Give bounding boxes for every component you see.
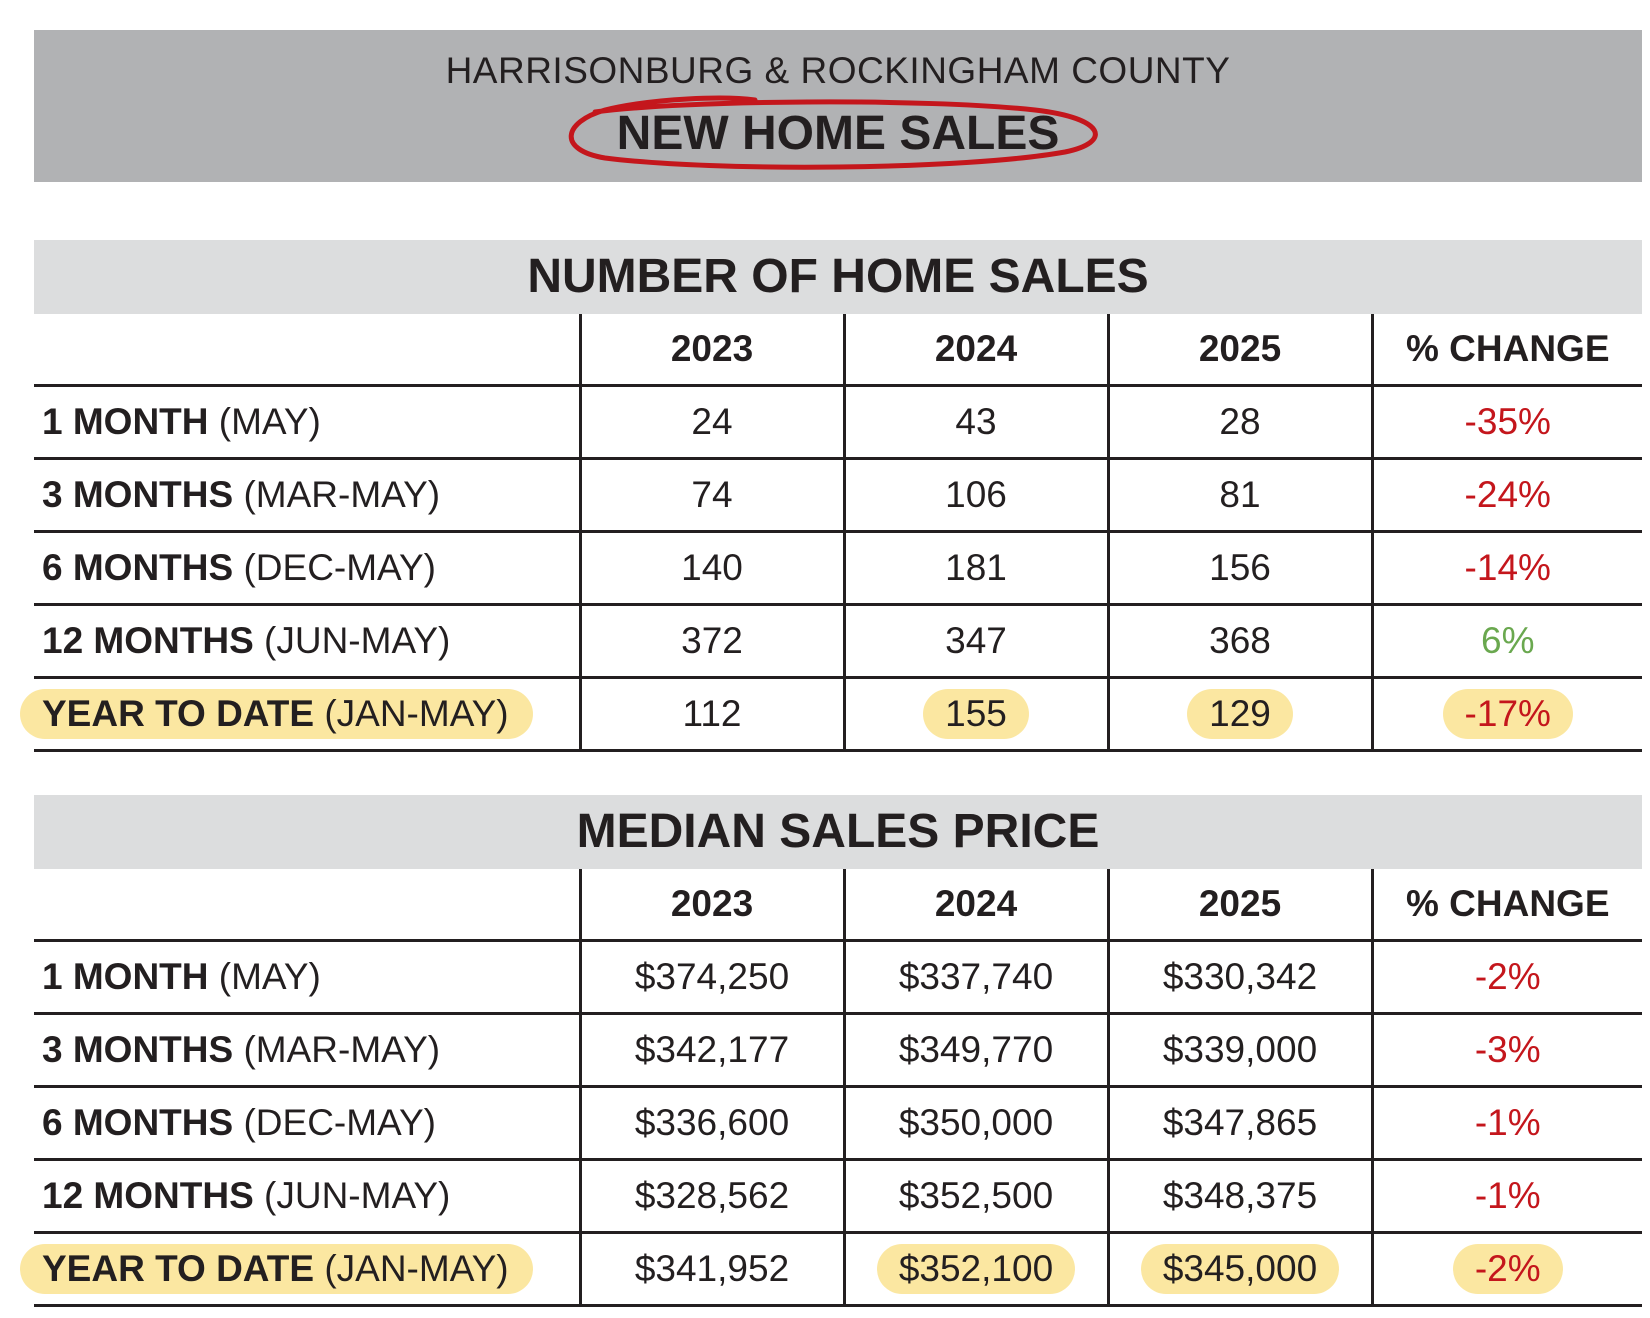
row-label: 6 MONTHS (DEC-MAY) (42, 1102, 436, 1143)
value-cell: $339,000 (1106, 1013, 1372, 1087)
value-cell: 155 (842, 677, 1108, 751)
column-header: 2024 (842, 869, 1108, 941)
value-cell: $328,562 (578, 1159, 844, 1233)
row-label: 6 MONTHS (DEC-MAY) (42, 547, 436, 588)
value-cell: $336,600 (578, 1086, 844, 1160)
table-row: 6 MONTHS (DEC-MAY) 140 181 156 -14% (34, 531, 1642, 605)
section-title: NUMBER OF HOME SALES (34, 240, 1642, 314)
title-circle-annotation (568, 95, 1098, 170)
change-cell: -2% (1370, 940, 1642, 1014)
value-cell: 43 (842, 385, 1108, 459)
column-header: 2023 (578, 314, 844, 386)
section-title: MEDIAN SALES PRICE (34, 795, 1642, 869)
value-cell: 106 (842, 458, 1108, 532)
highlight-mark: YEAR TO DATE (JAN-MAY) (20, 1244, 533, 1294)
row-label: YEAR TO DATE (JAN-MAY) (20, 1233, 580, 1306)
highlight-mark: $352,100 (876, 1244, 1076, 1294)
report-title: NEW HOME SALES (616, 107, 1060, 160)
value-cell: $350,000 (842, 1086, 1108, 1160)
value-cell: 112 (578, 677, 844, 751)
table-row: 3 MONTHS (MAR-MAY) 74 106 81 -24% (34, 458, 1642, 532)
row-label: 1 MONTH (MAY) (42, 401, 321, 442)
table-row: 6 MONTHS (DEC-MAY) $336,600 $350,000 $34… (34, 1086, 1642, 1160)
row-label: 3 MONTHS (MAR-MAY) (42, 474, 441, 515)
highlight-mark: YEAR TO DATE (JAN-MAY) (20, 689, 533, 739)
row-label: 1 MONTH (MAY) (42, 956, 321, 997)
value-cell: $341,952 (578, 1232, 844, 1306)
table-row: 3 MONTHS (MAR-MAY) $342,177 $349,770 $33… (34, 1013, 1642, 1087)
row-label: 12 MONTHS (JUN-MAY) (42, 1175, 451, 1216)
value-cell: $347,865 (1106, 1086, 1372, 1160)
value-cell: 347 (842, 604, 1108, 678)
change-cell: -3% (1370, 1013, 1642, 1087)
column-header: % CHANGE (1370, 314, 1642, 386)
value-cell: 81 (1106, 458, 1372, 532)
highlight-mark: -2% (1452, 1244, 1563, 1294)
report-header: HARRISONBURG & ROCKINGHAM COUNTY NEW HOM… (34, 30, 1642, 182)
home-sales-section: NUMBER OF HOME SALES 2023 2024 2025 % CH… (20, 240, 1642, 752)
change-cell: 6% (1370, 604, 1642, 678)
value-cell: $345,000 (1106, 1232, 1372, 1306)
table-row-ytd: YEAR TO DATE (JAN-MAY) 112 155 129 -17% (20, 677, 1642, 751)
change-cell: -17% (1370, 677, 1642, 751)
change-cell: -2% (1370, 1232, 1642, 1306)
value-cell: 28 (1106, 385, 1372, 459)
change-cell: -14% (1370, 531, 1642, 605)
column-header: 2025 (1106, 314, 1372, 386)
value-cell: 140 (578, 531, 844, 605)
highlight-mark: $345,000 (1140, 1244, 1340, 1294)
table-row: 12 MONTHS (JUN-MAY) 372 347 368 6% (34, 604, 1642, 678)
median-price-section: MEDIAN SALES PRICE 2023 2024 2025 % CHAN… (20, 795, 1642, 1307)
value-cell: $352,500 (842, 1159, 1108, 1233)
value-cell: 372 (578, 604, 844, 678)
column-header: 2023 (578, 869, 844, 941)
column-header: % CHANGE (1370, 869, 1642, 941)
change-cell: -24% (1370, 458, 1642, 532)
value-cell: 74 (578, 458, 844, 532)
value-cell: $337,740 (842, 940, 1108, 1014)
value-cell: 181 (842, 531, 1108, 605)
header-row: 2023 2024 2025 % CHANGE (34, 869, 1642, 941)
value-cell: $349,770 (842, 1013, 1108, 1087)
value-cell: 156 (1106, 531, 1372, 605)
table-row: 12 MONTHS (JUN-MAY) $328,562 $352,500 $3… (34, 1159, 1642, 1233)
value-cell: $330,342 (1106, 940, 1372, 1014)
column-header: 2025 (1106, 869, 1372, 941)
home-sales-table: 2023 2024 2025 % CHANGE 1 MONTH (MAY) 24… (20, 314, 1642, 752)
region-subtitle: HARRISONBURG & ROCKINGHAM COUNTY (445, 50, 1231, 91)
row-label: 3 MONTHS (MAR-MAY) (42, 1029, 441, 1070)
column-header: 2024 (842, 314, 1108, 386)
row-label: YEAR TO DATE (JAN-MAY) (20, 678, 580, 751)
table-row-ytd: YEAR TO DATE (JAN-MAY) $341,952 $352,100… (20, 1232, 1642, 1306)
value-cell: $374,250 (578, 940, 844, 1014)
change-cell: -1% (1370, 1086, 1642, 1160)
highlight-mark: 129 (1187, 689, 1293, 739)
label-header (34, 314, 580, 386)
value-cell: 368 (1106, 604, 1372, 678)
value-cell: $348,375 (1106, 1159, 1372, 1233)
median-price-table: 2023 2024 2025 % CHANGE 1 MONTH (MAY) $3… (20, 869, 1642, 1307)
change-cell: -35% (1370, 385, 1642, 459)
header-row: 2023 2024 2025 % CHANGE (34, 314, 1642, 386)
value-cell: 129 (1106, 677, 1372, 751)
table-row: 1 MONTH (MAY) 24 43 28 -35% (34, 385, 1642, 459)
value-cell: 24 (578, 385, 844, 459)
highlight-mark: -17% (1442, 689, 1574, 739)
label-header (34, 869, 580, 941)
change-cell: -1% (1370, 1159, 1642, 1233)
value-cell: $342,177 (578, 1013, 844, 1087)
value-cell: $352,100 (842, 1232, 1108, 1306)
row-label: 12 MONTHS (JUN-MAY) (42, 620, 451, 661)
highlight-mark: 155 (923, 689, 1029, 739)
table-row: 1 MONTH (MAY) $374,250 $337,740 $330,342… (34, 940, 1642, 1014)
